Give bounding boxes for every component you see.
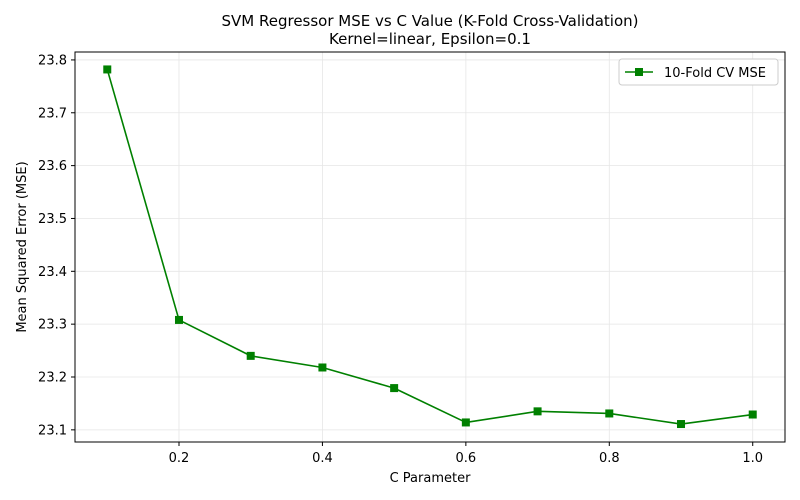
legend-box (618, 58, 779, 86)
legend: 10-Fold CV MSE (618, 58, 779, 86)
y-axis: 23.1 23.2 23.3 23.4 23.5 23.6 23.7 23.8 (38, 53, 75, 438)
legend-marker-swatch (635, 68, 643, 76)
y-tick-label: 23.1 (38, 423, 67, 438)
y-tick-label: 23.2 (38, 371, 67, 386)
x-tick-label: 0.2 (169, 451, 190, 466)
x-axis-label: C Parameter (390, 471, 471, 486)
chart-subtitle: Kernel=linear, Epsilon=0.1 (329, 30, 531, 48)
x-tick-label: 1.0 (742, 451, 763, 466)
y-tick-label: 23.6 (38, 159, 67, 174)
x-tick-label: 0.6 (456, 451, 477, 466)
legend-label: 10-Fold CV MSE (664, 66, 766, 81)
series-group (103, 65, 757, 429)
data-point-marker (605, 409, 614, 418)
chart-title: SVM Regressor MSE vs C Value (K-Fold Cro… (222, 12, 639, 30)
plot-frame (74, 51, 786, 443)
y-tick-label: 23.4 (38, 265, 67, 280)
y-tick-label: 23.3 (38, 318, 67, 333)
data-point-marker (748, 410, 757, 419)
data-point-marker (677, 420, 686, 429)
data-point-marker (533, 407, 542, 416)
x-tick-label: 0.4 (312, 451, 333, 466)
y-tick-label: 23.8 (38, 53, 67, 68)
series-line (106, 69, 753, 425)
data-point-marker (461, 418, 470, 427)
data-point-marker (390, 384, 399, 393)
y-axis-label: Mean Squared Error (MSE) (15, 161, 30, 332)
data-point-marker (103, 65, 112, 74)
x-axis: 0.2 0.4 0.6 0.8 1.0 (169, 442, 763, 466)
grid-lines (75, 52, 785, 442)
data-point-marker (246, 351, 255, 360)
x-tick-label: 0.8 (599, 451, 620, 466)
data-point-marker (174, 315, 183, 324)
y-tick-label: 23.5 (38, 212, 67, 227)
data-point-marker (318, 363, 327, 372)
y-tick-label: 23.7 (38, 106, 67, 121)
